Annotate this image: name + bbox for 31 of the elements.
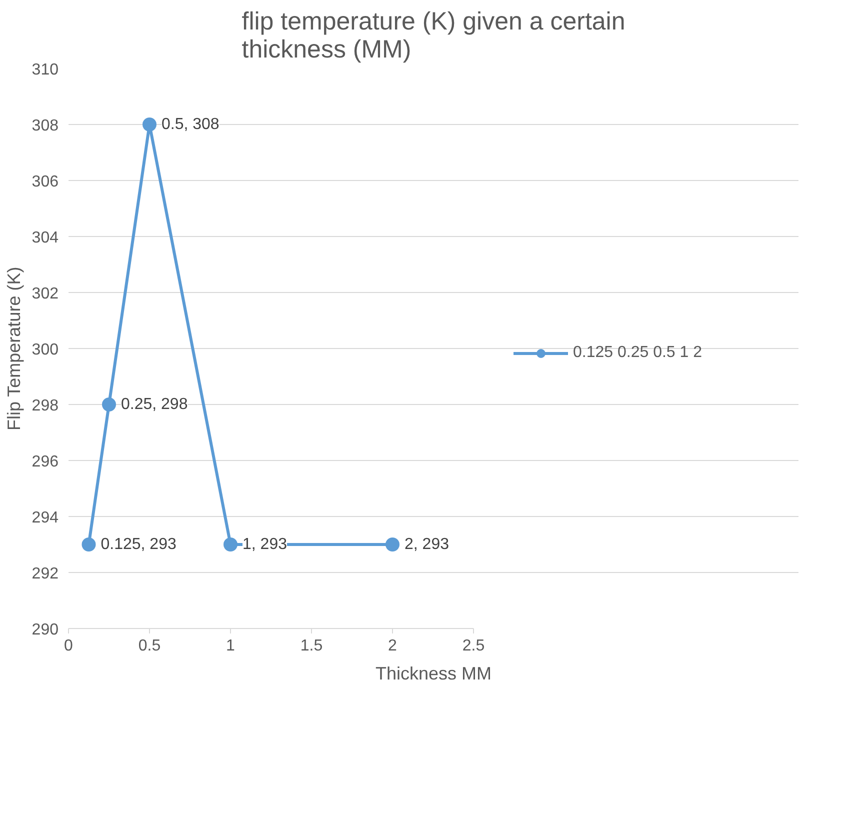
x-tick-label: 0.5 <box>138 638 161 654</box>
y-tick-label: 310 <box>32 62 59 78</box>
y-tick-label: 302 <box>32 286 59 302</box>
data-label: 0.125, 293 <box>100 536 176 553</box>
point <box>102 398 116 412</box>
y-tick-label: 306 <box>32 174 59 190</box>
y-tick-label: 296 <box>32 454 59 470</box>
x-tick-label: 2.5 <box>462 638 485 654</box>
y-tick-label: 292 <box>32 566 59 582</box>
point <box>82 538 96 552</box>
x-axis-title: Thickness MM <box>375 664 492 684</box>
x-tick-label: 1.5 <box>300 638 323 654</box>
point <box>386 538 400 552</box>
legend-label: 0.125 0.25 0.5 1 2 <box>573 344 702 362</box>
y-tick-label: 294 <box>32 510 59 526</box>
x-tick-label: 2 <box>388 638 398 654</box>
x-tick-label: 1 <box>226 638 236 654</box>
chart-title: flip temperature (K) given a certain thickness (MM) <box>242 8 626 64</box>
y-tick-label: 304 <box>32 230 59 246</box>
y-tick-label: 290 <box>32 622 59 638</box>
y-tick-label: 298 <box>32 398 59 414</box>
data-label: 2, 293 <box>404 536 450 553</box>
x-tick-label: 0 <box>64 638 74 654</box>
data-label: 0.25, 298 <box>121 396 188 413</box>
point <box>224 538 238 552</box>
y-tick-label: 308 <box>32 118 59 134</box>
y-tick-label: 300 <box>32 342 59 358</box>
data-label: 0.5, 308 <box>162 116 220 133</box>
data-label: 1, 293 <box>242 536 288 553</box>
point <box>142 118 156 132</box>
y-axis-title: Flip Temperature (K) <box>4 266 24 431</box>
